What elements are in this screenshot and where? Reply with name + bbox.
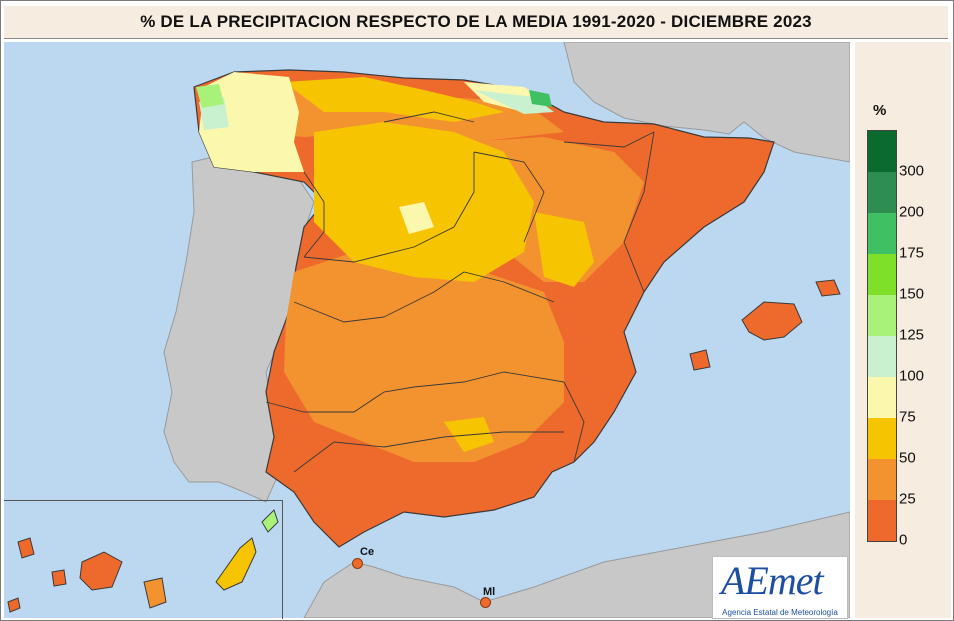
legend-swatch <box>868 295 896 336</box>
legend-label: 300 <box>899 162 925 180</box>
legend-label: 75 <box>899 408 916 426</box>
map-title: % DE LA PRECIPITACION RESPECTO DE LA MED… <box>140 12 812 31</box>
region-borders <box>265 111 655 473</box>
legend-swatch <box>868 418 896 459</box>
legend-label: 175 <box>899 244 925 262</box>
legend-swatch <box>868 172 896 213</box>
melilla-label: Ml <box>483 586 496 598</box>
canary-islands <box>7 509 279 613</box>
legend-color-bar <box>867 130 897 542</box>
legend-label: 100 <box>899 367 925 385</box>
legend-label: 200 <box>899 203 925 221</box>
ibiza <box>689 349 711 371</box>
title-bar: % DE LA PRECIPITACION RESPECTO DE LA MED… <box>4 6 948 39</box>
map-panel <box>4 42 850 618</box>
mallorca <box>741 301 803 341</box>
legend-swatch <box>868 131 896 172</box>
legend-swatch <box>868 336 896 377</box>
aemet-logo-text: AEmet <box>721 558 824 603</box>
legend-label: 150 <box>899 285 925 303</box>
legend-unit: % <box>873 102 887 119</box>
legend-label: 0 <box>899 531 908 549</box>
legend-swatch <box>868 254 896 295</box>
zone-75-100-galicia <box>199 72 304 172</box>
zone-50-75-north <box>284 77 504 122</box>
legend-swatch <box>868 500 896 541</box>
zone-100-125-north <box>474 90 554 114</box>
legend-swatch <box>868 213 896 254</box>
legend-swatch <box>868 459 896 500</box>
ceuta-marker <box>352 558 363 569</box>
legend-swatch <box>868 377 896 418</box>
aemet-logo-subtitle: Agencia Estatal de Meteorología <box>722 608 838 617</box>
zone-25-50-center <box>284 252 564 462</box>
france-land <box>563 42 850 163</box>
zone-125-150-north <box>529 90 552 107</box>
melilla-marker <box>480 597 491 608</box>
aemet-logo: AEmet Agencia Estatal de Meteorología <box>712 556 848 619</box>
zone-125-150-galicia <box>196 84 224 108</box>
legend-label: 50 <box>899 449 916 467</box>
legend-label: 25 <box>899 490 916 508</box>
zone-50-75-east <box>534 212 594 287</box>
portugal-land <box>163 151 315 503</box>
menorca <box>815 279 841 297</box>
ceuta-label: Ce <box>360 546 375 558</box>
canary-inset-frame <box>4 500 283 619</box>
precipitation-map <box>7 42 850 618</box>
legend-panel: % 300 200 175 150 125 100 75 50 25 0 <box>855 42 951 618</box>
zone-75-100-center <box>399 202 434 234</box>
legend-label: 125 <box>899 326 925 344</box>
